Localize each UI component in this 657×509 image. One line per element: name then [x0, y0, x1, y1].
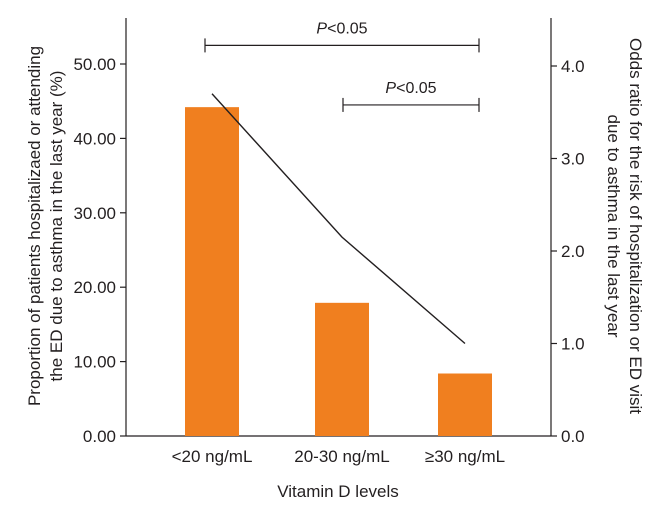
significance-label: P<0.05	[316, 20, 367, 37]
bar	[438, 373, 492, 436]
category-label: 20-30 ng/mL	[294, 447, 389, 466]
right-axis-title-line-2: due to asthma in the last year	[604, 114, 623, 337]
right-tick-label: 0.0	[561, 427, 585, 446]
bar	[185, 107, 239, 436]
bars	[185, 107, 492, 436]
right-axis-title-line-1: Odds ratio for the risk of hospitalizati…	[626, 38, 645, 414]
right-tick-label: 2.0	[561, 242, 585, 261]
left-tick-label: 30.00	[73, 204, 116, 223]
left-axis-title: Proportion of patients hospitalizaed or …	[25, 46, 66, 406]
right-tick-label: 4.0	[561, 57, 585, 76]
bar	[315, 302, 369, 436]
left-tick-label: 40.00	[73, 129, 116, 148]
right-tick-label: 3.0	[561, 150, 585, 169]
right-ticks: 0.0 1.0 2.0 3.0 4.0	[551, 57, 585, 446]
category-labels: <20 ng/mL 20-30 ng/mL ≥30 ng/mL	[172, 447, 506, 466]
x-axis-title: Vitamin D levels	[277, 482, 399, 501]
category-label: <20 ng/mL	[172, 447, 253, 466]
odds-ratio-series	[211, 93, 466, 345]
left-ticks: 0.00 10.00 20.00 30.00 40.00 50.00	[73, 55, 126, 446]
significance-annotations: P<0.05 P<0.05	[204, 20, 480, 112]
left-tick-label: 20.00	[73, 278, 116, 297]
left-axis-title-line-2: the ED due to asthma in the last year (%…	[47, 71, 66, 382]
left-axis-title-line-1: Proportion of patients hospitalizaed or …	[25, 46, 44, 406]
right-axis-title: Odds ratio for the risk of hospitalizati…	[604, 38, 645, 414]
significance-label: P<0.05	[385, 80, 436, 97]
left-tick-label: 50.00	[73, 55, 116, 74]
odds-ratio-line	[211, 93, 466, 345]
right-tick-label: 1.0	[561, 335, 585, 354]
category-label: ≥30 ng/mL	[425, 447, 505, 466]
left-tick-label: 10.00	[73, 353, 116, 372]
left-tick-label: 0.00	[83, 427, 116, 446]
